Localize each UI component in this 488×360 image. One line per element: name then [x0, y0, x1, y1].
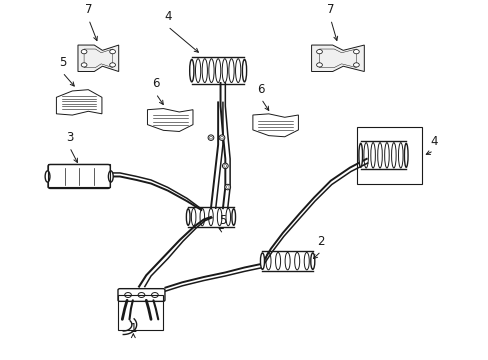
Ellipse shape	[242, 59, 246, 82]
Ellipse shape	[209, 136, 212, 139]
Text: 1: 1	[129, 321, 137, 334]
Ellipse shape	[310, 253, 314, 269]
Circle shape	[151, 293, 158, 297]
Text: 4: 4	[164, 10, 171, 23]
Ellipse shape	[226, 186, 229, 188]
Text: 7: 7	[85, 3, 92, 16]
Ellipse shape	[219, 135, 224, 140]
Bar	[356, 127, 421, 184]
Polygon shape	[311, 45, 364, 72]
Ellipse shape	[186, 209, 190, 225]
Ellipse shape	[224, 165, 226, 167]
Ellipse shape	[189, 59, 194, 82]
Ellipse shape	[224, 184, 230, 190]
Ellipse shape	[222, 163, 228, 168]
Circle shape	[81, 50, 87, 54]
Text: 7: 7	[326, 3, 334, 16]
Polygon shape	[78, 45, 119, 72]
Text: 2: 2	[317, 235, 324, 248]
Circle shape	[316, 50, 322, 54]
Bar	[48, 164, 110, 187]
Text: 5: 5	[59, 56, 66, 69]
Circle shape	[124, 293, 131, 297]
Text: 6: 6	[152, 77, 159, 90]
Ellipse shape	[404, 143, 407, 167]
Circle shape	[316, 63, 322, 67]
Circle shape	[109, 63, 115, 67]
Ellipse shape	[45, 171, 50, 182]
Ellipse shape	[220, 136, 223, 139]
Circle shape	[353, 63, 359, 67]
Text: 4: 4	[429, 135, 437, 148]
Polygon shape	[147, 109, 193, 131]
Bar	[117, 294, 163, 330]
FancyBboxPatch shape	[48, 165, 110, 189]
Text: 6: 6	[257, 83, 264, 96]
Circle shape	[81, 63, 87, 67]
Ellipse shape	[231, 209, 235, 225]
Circle shape	[109, 50, 115, 54]
Ellipse shape	[260, 253, 264, 269]
Text: 5: 5	[219, 214, 226, 227]
Circle shape	[138, 293, 144, 297]
Ellipse shape	[358, 143, 362, 167]
Circle shape	[353, 50, 359, 54]
Ellipse shape	[208, 135, 213, 140]
Ellipse shape	[108, 171, 113, 182]
FancyBboxPatch shape	[118, 289, 164, 301]
Polygon shape	[56, 90, 102, 115]
Text: 3: 3	[66, 131, 73, 144]
Polygon shape	[252, 114, 298, 137]
